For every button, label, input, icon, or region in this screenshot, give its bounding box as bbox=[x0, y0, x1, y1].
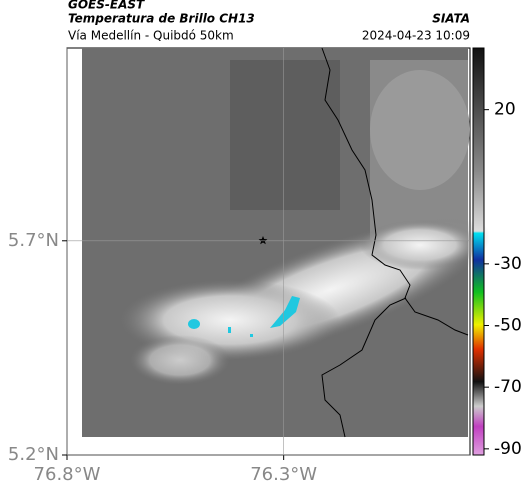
timestamp: 2024-04-23 10:09 bbox=[362, 29, 470, 43]
colorbar-tick-label: -70 bbox=[494, 377, 522, 397]
subtitle: Temperatura de Brillo CH13 bbox=[68, 12, 255, 26]
colorbar-tick-label: -30 bbox=[494, 254, 522, 274]
y-tick-label: 5.2°N bbox=[8, 444, 59, 465]
x-tick-label: 76.8°W bbox=[34, 464, 101, 485]
colorbar-tick-label: -90 bbox=[494, 439, 522, 459]
y-tick-label: 5.7°N bbox=[8, 230, 59, 251]
satellite-image bbox=[82, 48, 491, 437]
title: GOES-EAST bbox=[68, 0, 145, 12]
boundaries bbox=[321, 47, 469, 438]
colorbar-tick-label: 20 bbox=[494, 100, 516, 120]
colorbar-tick-label: -50 bbox=[494, 316, 522, 336]
colorbar bbox=[472, 47, 485, 456]
x-tick-label: 76.3°W bbox=[250, 464, 317, 485]
city-marker bbox=[258, 236, 268, 245]
source: SIATA bbox=[432, 12, 470, 26]
region: Vía Medellín - Quibdó 50km bbox=[68, 29, 234, 43]
